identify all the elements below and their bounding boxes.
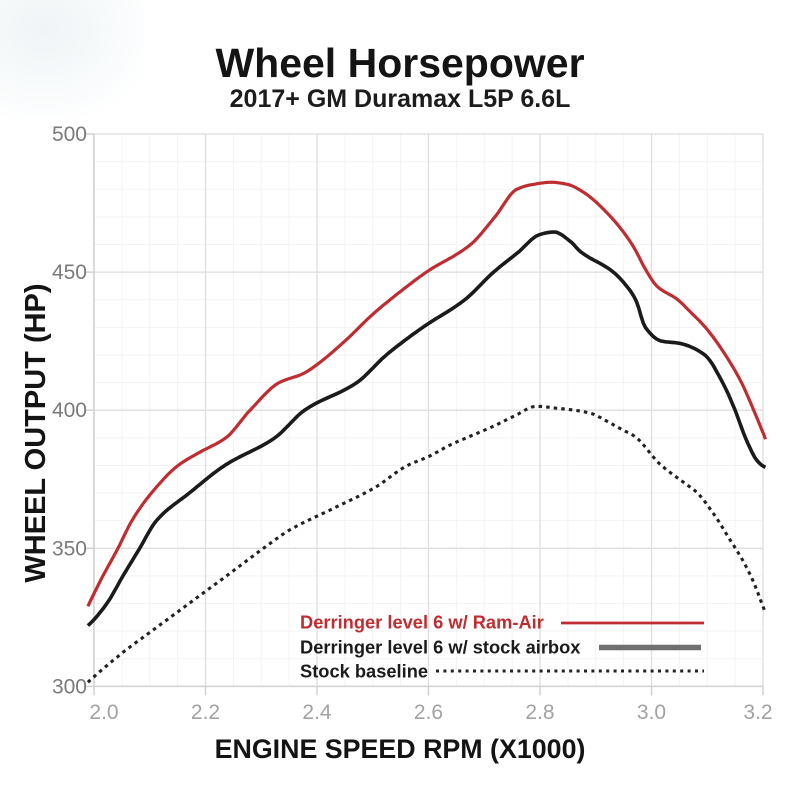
svg-text:ENGINE SPEED RPM (X1000): ENGINE SPEED RPM (X1000)	[215, 734, 586, 764]
svg-text:300: 300	[52, 675, 87, 698]
svg-text:2.8: 2.8	[525, 701, 554, 724]
svg-text:2.6: 2.6	[414, 701, 443, 724]
svg-text:2.0: 2.0	[89, 701, 118, 724]
svg-text:Stock baseline: Stock baseline	[300, 661, 428, 682]
svg-text:500: 500	[52, 123, 87, 146]
svg-text:Wheel Horsepower: Wheel Horsepower	[215, 40, 584, 86]
svg-text:2.2: 2.2	[191, 701, 220, 724]
svg-text:3.2: 3.2	[743, 701, 772, 724]
svg-text:450: 450	[52, 261, 87, 284]
svg-text:2017+ GM Duramax L5P 6.6L: 2017+ GM Duramax L5P 6.6L	[230, 85, 571, 113]
svg-text:3.0: 3.0	[637, 701, 666, 724]
svg-text:Derringer level 6 w/ Ram-Air: Derringer level 6 w/ Ram-Air	[300, 612, 544, 633]
svg-text:350: 350	[52, 537, 87, 560]
svg-text:WHEEL OUTPUT (HP): WHEEL OUTPUT (HP)	[20, 283, 52, 582]
svg-text:Derringer level 6 w/ stock air: Derringer level 6 w/ stock airbox	[300, 637, 581, 658]
svg-text:400: 400	[52, 399, 87, 422]
svg-text:2.4: 2.4	[302, 701, 332, 724]
